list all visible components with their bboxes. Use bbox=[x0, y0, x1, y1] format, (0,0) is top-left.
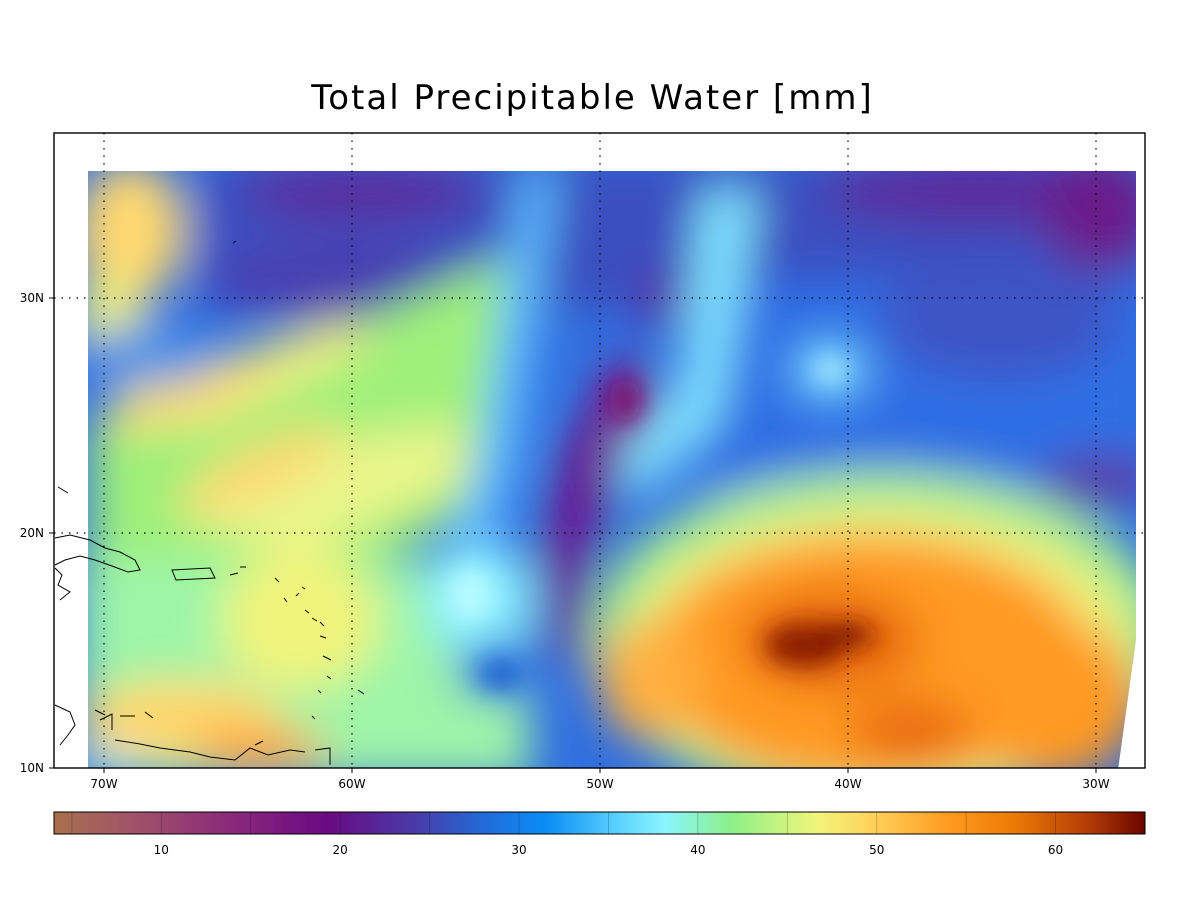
colorbar-tick-label: 10 bbox=[154, 843, 169, 857]
axis-ticks bbox=[49, 297, 1097, 773]
cuba-coastline bbox=[54, 534, 141, 573]
lon-label: 70W bbox=[90, 777, 117, 791]
coastlines bbox=[54, 240, 365, 765]
colorbar-ramp bbox=[53, 811, 1146, 835]
colorbar-tick-label: 50 bbox=[869, 843, 884, 857]
bahamas-coastline bbox=[57, 240, 237, 494]
colorbar: 10 20 30 40 50 60 bbox=[53, 811, 1146, 857]
precipitable-water-field bbox=[88, 171, 1136, 768]
hispaniola-coastline bbox=[54, 567, 71, 601]
colorbar-tick-label: 20 bbox=[333, 843, 348, 857]
longitude-labels: 70W 60W 50W 40W 30W bbox=[90, 777, 1109, 791]
lat-label: 10N bbox=[20, 761, 44, 775]
lat-label: 30N bbox=[20, 291, 44, 305]
colorbar-ticks: 10 20 30 40 50 60 bbox=[71, 812, 1063, 857]
colorbar-tick-label: 60 bbox=[1048, 843, 1063, 857]
lon-label: 40W bbox=[834, 777, 861, 791]
colorbar-tick-label: 30 bbox=[511, 843, 526, 857]
lon-label: 50W bbox=[586, 777, 613, 791]
colorbar-tick-label: 40 bbox=[690, 843, 705, 857]
lat-label: 20N bbox=[20, 526, 44, 540]
latitude-labels: 10N 20N 30N bbox=[20, 291, 44, 775]
south-america-coastline bbox=[54, 704, 331, 765]
lon-label: 30W bbox=[1082, 777, 1109, 791]
lesser-antilles-coastline bbox=[229, 566, 365, 720]
lon-label: 60W bbox=[338, 777, 365, 791]
puerto-rico-coastline bbox=[171, 567, 216, 581]
graticule bbox=[54, 133, 1145, 768]
map-title: Total Precipitable Water [mm] bbox=[311, 78, 874, 118]
